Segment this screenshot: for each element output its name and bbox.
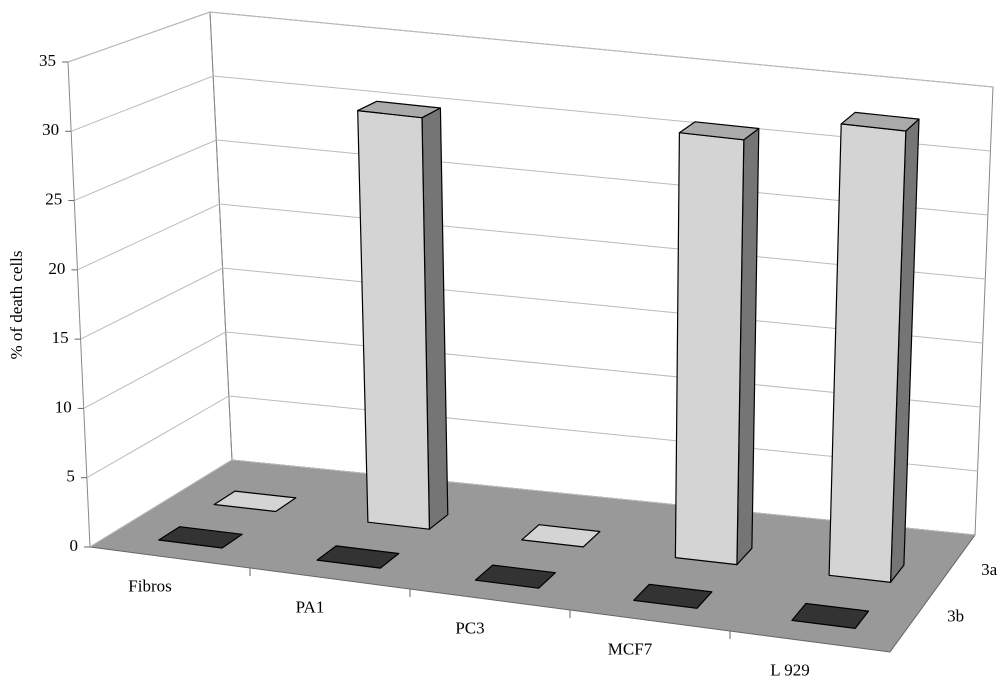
bar-top	[357, 100, 441, 119]
y-tick-label: 15	[52, 328, 69, 347]
bar	[828, 111, 920, 583]
grid-line	[67, 11, 994, 88]
bar-top	[158, 526, 243, 549]
bar	[791, 602, 870, 630]
bar	[158, 526, 243, 549]
y-tick-label: 5	[66, 467, 75, 486]
x-tick-label: PA1	[296, 597, 325, 616]
y-tick-label: 25	[45, 189, 62, 208]
left-wall	[67, 11, 233, 548]
legend-label: 3b	[947, 607, 964, 626]
bar-top	[678, 121, 760, 141]
legend-label: 3a	[981, 560, 998, 579]
x-tick-label: Fibros	[128, 576, 171, 595]
bar-top	[474, 564, 557, 589]
bar-top	[840, 111, 920, 132]
bar-top	[791, 602, 870, 630]
bar	[357, 100, 449, 530]
bar-top	[633, 583, 713, 609]
y-tick-label: 20	[48, 259, 65, 278]
x-tick-label: MCF7	[608, 639, 653, 658]
bar	[213, 490, 297, 513]
y-tick-label: 10	[55, 397, 72, 416]
bar-front	[674, 132, 745, 566]
bar-front	[357, 109, 430, 530]
bar	[633, 583, 713, 609]
bar-top	[521, 524, 601, 548]
x-tick-label: L 929	[770, 660, 810, 679]
y-tick-label: 0	[70, 536, 79, 555]
x-tick-label: PC3	[455, 618, 484, 637]
bar	[474, 564, 557, 589]
bar	[674, 121, 760, 566]
bar	[521, 524, 601, 548]
bar-top	[316, 545, 400, 569]
bar-top	[213, 490, 297, 513]
y-tick-label: 35	[39, 51, 56, 70]
bar	[316, 545, 400, 569]
y-tick-label: 30	[42, 120, 59, 139]
y-axis-label: % of death cells	[7, 250, 26, 359]
